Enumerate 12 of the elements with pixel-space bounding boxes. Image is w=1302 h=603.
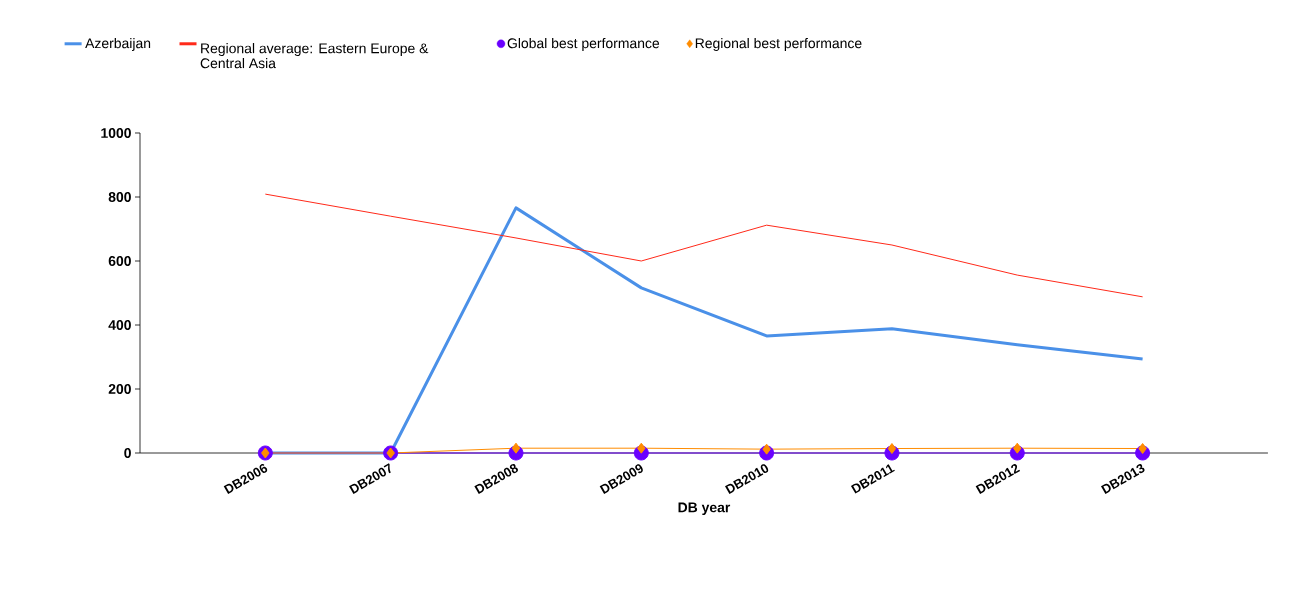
- legend-label: Regional average: Eastern Europe & Central Asia: [200, 43, 429, 69]
- line-series: [264, 193, 1144, 298]
- y-tick-label: 200: [108, 384, 131, 394]
- y-tick-label: 400: [108, 320, 131, 330]
- y-tick-label: 800: [108, 192, 131, 202]
- y-tick-label: 0: [124, 448, 131, 458]
- legend-label: Regional best performance: [695, 37, 862, 51]
- legend-label: Global best performance: [507, 37, 660, 51]
- y-tick-label: 600: [108, 256, 131, 266]
- x-axis-title: DB year: [678, 502, 731, 516]
- legend-label: Azerbaijan: [85, 37, 151, 51]
- y-tick-label: 1000: [101, 128, 131, 138]
